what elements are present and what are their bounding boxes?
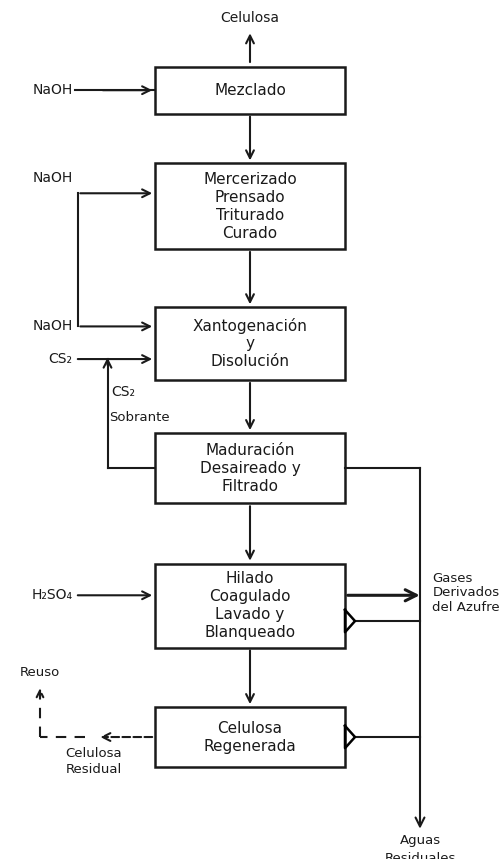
Text: Reuso: Reuso [20, 666, 60, 679]
Text: NaOH: NaOH [32, 171, 72, 185]
Text: CS₂: CS₂ [48, 352, 72, 366]
Text: Sobrante: Sobrante [110, 411, 170, 424]
Text: y: y [246, 336, 254, 351]
Bar [155, 163, 345, 249]
Text: del Azufre: del Azufre [432, 600, 500, 614]
Text: Mercerizado: Mercerizado [203, 172, 297, 186]
Text: Coagulado: Coagulado [209, 589, 291, 604]
Bar [155, 308, 345, 380]
Text: Filtrado: Filtrado [222, 478, 278, 494]
Text: Celulosa: Celulosa [220, 11, 280, 26]
Text: Desaireado y: Desaireado y [200, 460, 300, 476]
Text: Lavado y: Lavado y [216, 607, 284, 622]
Text: NaOH: NaOH [32, 320, 72, 333]
Text: H₂SO₄: H₂SO₄ [32, 588, 72, 602]
Text: Celulosa
Residual: Celulosa Residual [65, 747, 122, 777]
Bar [155, 564, 345, 648]
Text: Celulosa: Celulosa [218, 721, 282, 735]
Text: Curado: Curado [222, 226, 278, 241]
Text: Hilado: Hilado [226, 571, 274, 586]
Text: Aguas
Residuales
NaOH  H₂SO₄
Na₂SO₄: Aguas Residuales NaOH H₂SO₄ Na₂SO₄ [377, 834, 463, 859]
Text: Regenerada: Regenerada [204, 739, 296, 753]
Text: Gases: Gases [432, 571, 473, 585]
Text: Triturado: Triturado [216, 208, 284, 222]
Text: Disolución: Disolución [210, 354, 290, 369]
Text: Maduración: Maduración [206, 442, 294, 458]
Text: Derivados: Derivados [432, 586, 500, 600]
Bar [155, 433, 345, 503]
Text: Prensado: Prensado [214, 190, 286, 204]
Text: CS₂: CS₂ [112, 385, 136, 399]
Text: NaOH: NaOH [32, 83, 72, 97]
Text: Blanqueado: Blanqueado [204, 625, 296, 640]
Bar [155, 67, 345, 114]
Bar [155, 707, 345, 767]
Text: Mezclado: Mezclado [214, 82, 286, 98]
Text: Xantogenación: Xantogenación [192, 318, 308, 333]
